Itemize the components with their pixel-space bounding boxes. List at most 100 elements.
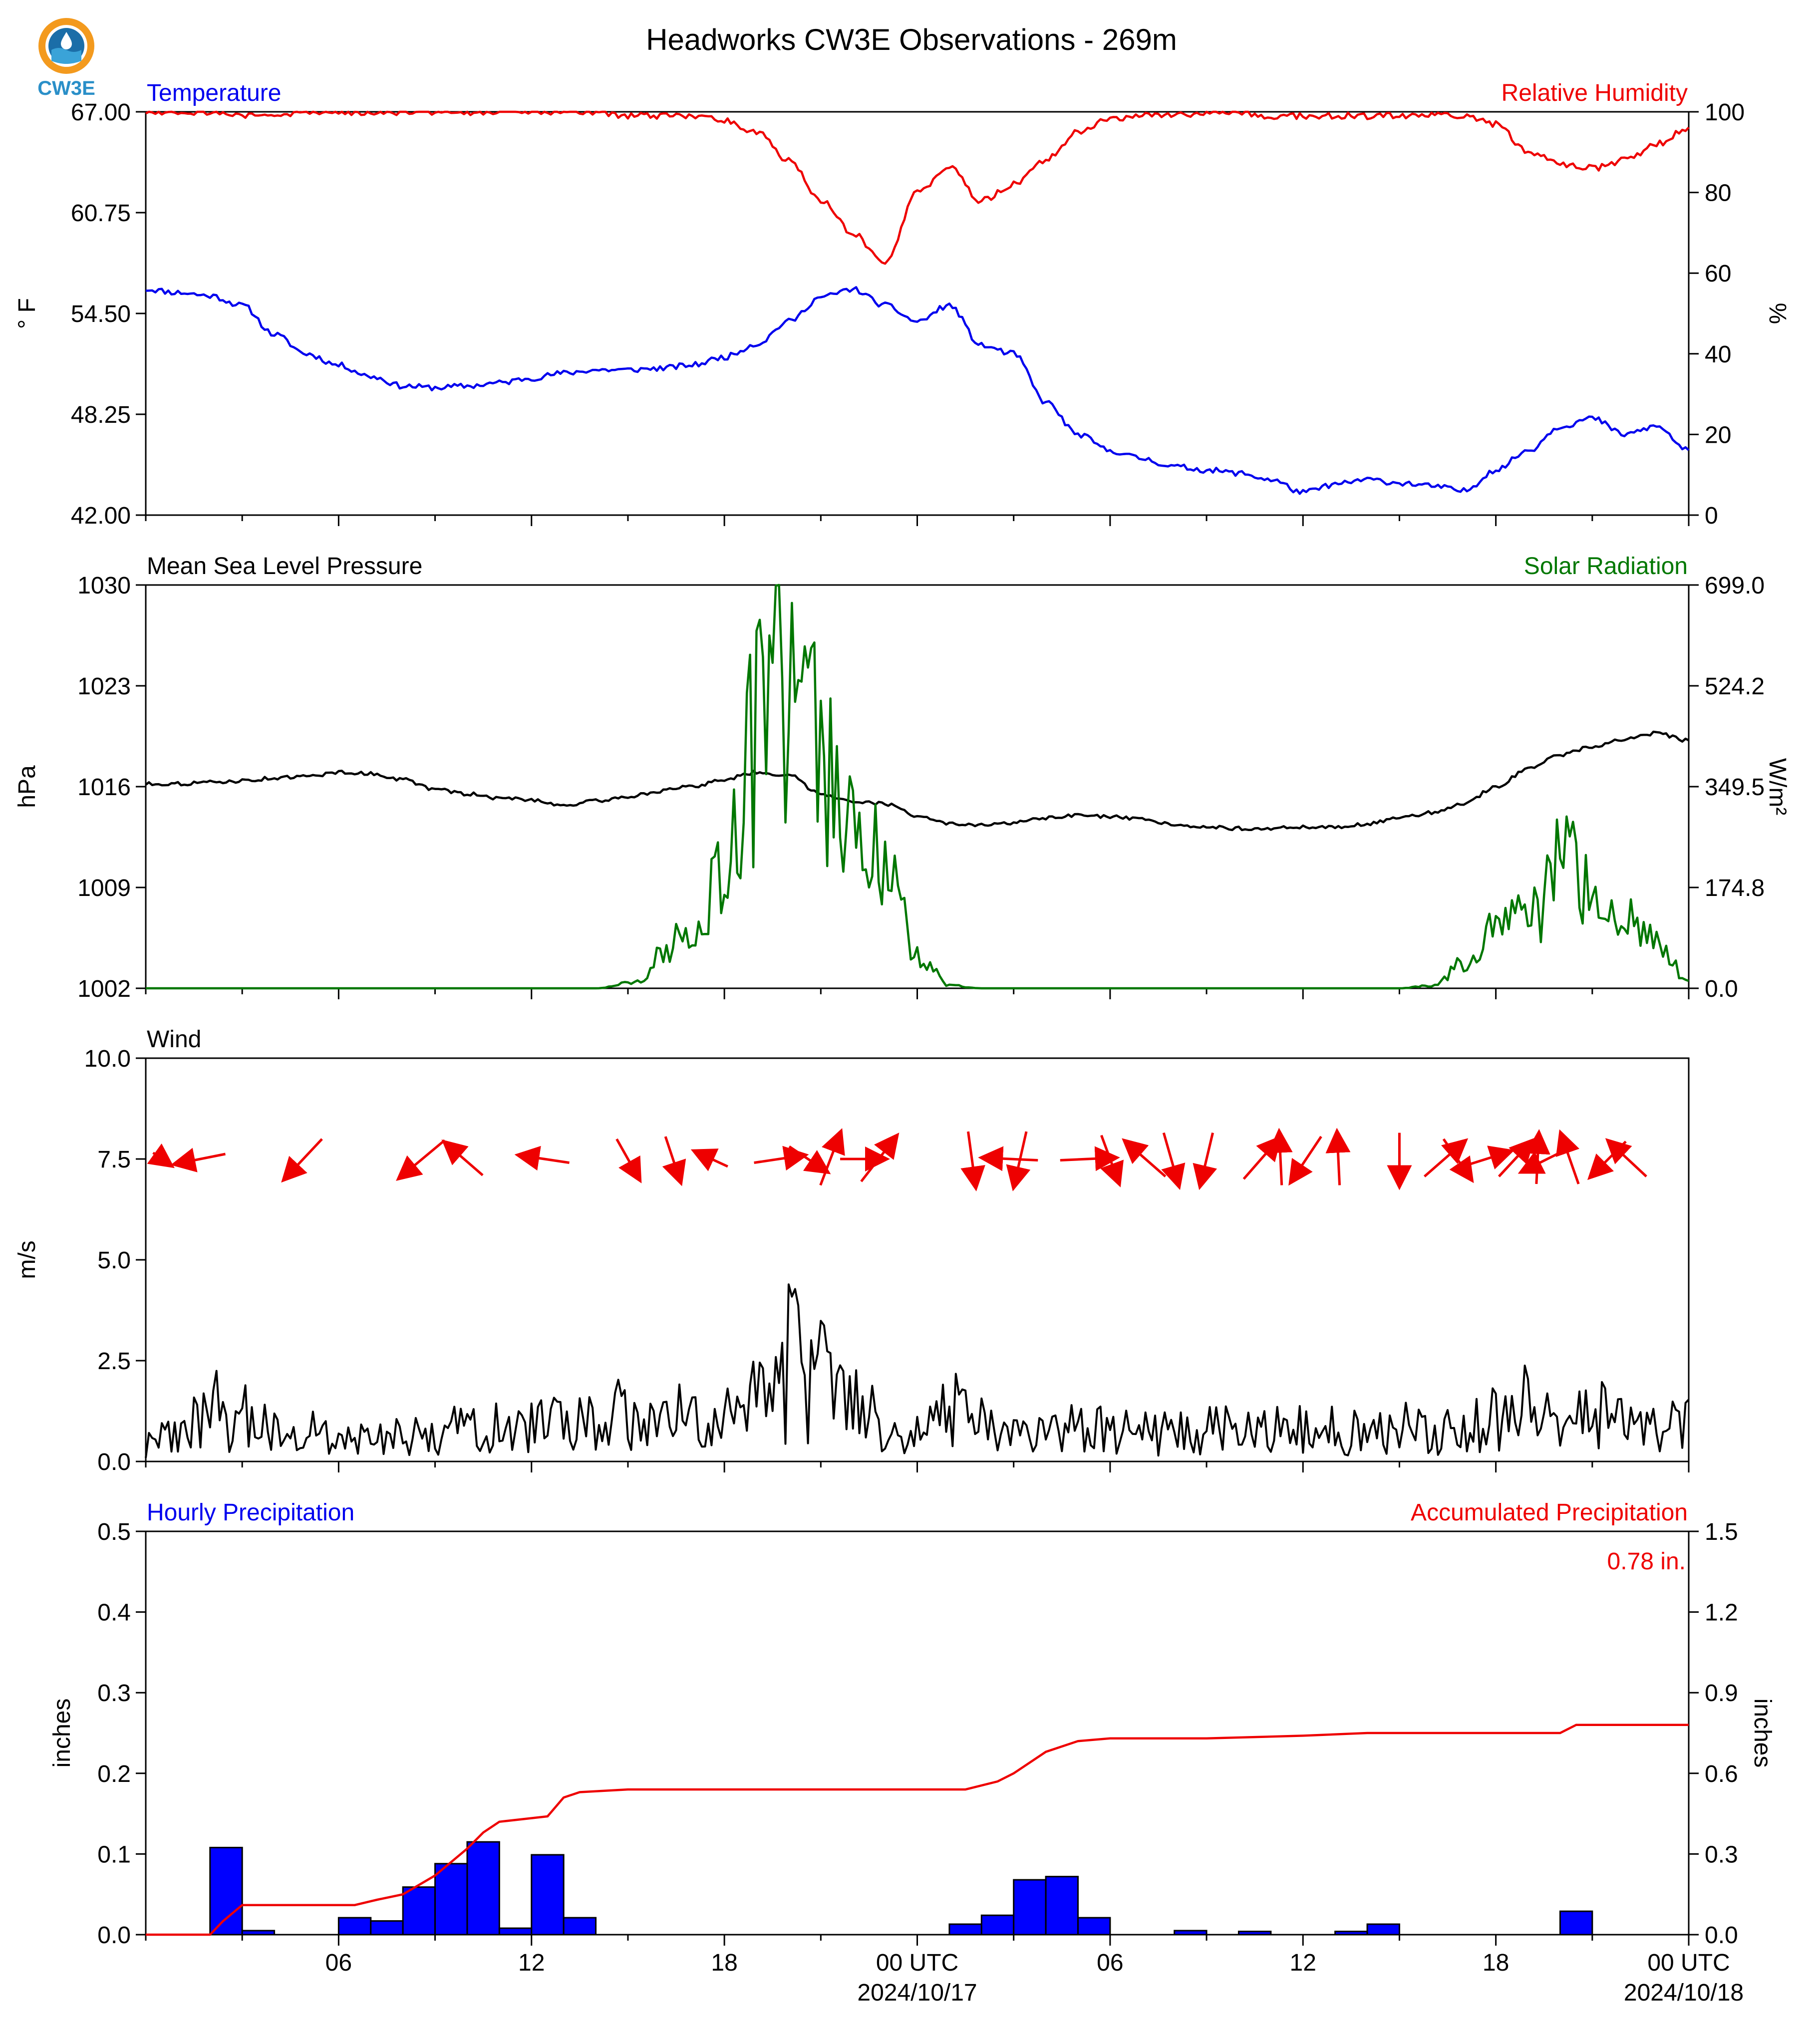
cw3e-logo: CW3E <box>37 18 95 99</box>
panel-right-label: Accumulated Precipitation <box>1411 1499 1688 1526</box>
y-tick-label-right: 174.8 <box>1705 875 1765 901</box>
y-tick-label-right: 100 <box>1705 99 1745 126</box>
y-axis-title-left: ° F <box>14 298 40 329</box>
y-tick-label-right: 40 <box>1705 341 1731 368</box>
precip-bar <box>531 1854 565 1936</box>
panel-2: 1002 1009 1016 1023 1030 0.0 174.8 349.5 524.2 69… <box>14 553 1791 1002</box>
wind-vector <box>1267 1128 1293 1185</box>
wind-vector <box>819 1128 845 1186</box>
y-tick-label-right: 60 <box>1705 261 1731 287</box>
wind-vector <box>1525 1129 1550 1184</box>
y-tick-label-right: 1.5 <box>1705 1519 1738 1545</box>
wind-vector <box>1498 1138 1535 1177</box>
y-tick-label-left: 0.0 <box>97 1922 131 1949</box>
y-tick-label-left: 0.0 <box>97 1449 131 1475</box>
wind-vector <box>1122 1138 1167 1177</box>
wind-vector <box>1605 1138 1647 1177</box>
wind-vector <box>1423 1138 1469 1177</box>
x-tick-label: 12 <box>518 1950 545 1976</box>
y-tick-label-right: 1.2 <box>1705 1600 1738 1626</box>
y-axis-title-left: hPa <box>14 765 40 808</box>
plot-frame <box>145 584 1690 989</box>
water-drop-icon <box>61 32 72 49</box>
accumulated-total-label: 0.78 in. <box>1607 1548 1686 1575</box>
precip-bar <box>1045 1876 1079 1936</box>
y-axis-title-right: % <box>1764 303 1791 324</box>
wind-vector <box>960 1131 985 1191</box>
series-line-wind-speed <box>145 1283 1690 1458</box>
y-tick-label-right: 0.0 <box>1705 976 1738 1002</box>
y-tick-label-left: 1030 <box>77 573 131 599</box>
precip-bar <box>980 1914 1015 1936</box>
wind-vector <box>170 1148 226 1172</box>
precip-bar <box>498 1927 533 1936</box>
y-tick-label-left: 0.3 <box>97 1680 131 1707</box>
wind-vector <box>1462 1146 1515 1169</box>
x-tick-label: 00 UTC <box>1647 1950 1730 1976</box>
precip-bar <box>1174 1930 1208 1936</box>
y-tick-label-right: 0.6 <box>1705 1761 1738 1787</box>
y-tick-label-right: 0.3 <box>1705 1841 1738 1868</box>
precip-bar <box>370 1920 404 1936</box>
y-tick-label-left: 1023 <box>77 673 131 700</box>
y-tick-label-left: 60.75 <box>71 200 131 227</box>
y-tick-label-left: 0.1 <box>97 1841 131 1868</box>
x-date-label: 2024/10/18 <box>1624 1980 1744 2006</box>
y-tick-label-left: 1002 <box>77 976 131 1002</box>
precip-bar <box>1237 1931 1272 1936</box>
y-axis-title-right: inches <box>1749 1699 1776 1768</box>
y-tick-label-right: 349.5 <box>1705 774 1765 801</box>
panel-4: 0.0 0.1 0.2 0.3 0.4 0.5 0.0 0.3 0.6 0.9 1.2 1.5 Hour… <box>49 1499 1776 1949</box>
x-tick-label: 06 <box>1097 1950 1123 1976</box>
precip-bar <box>1334 1931 1368 1936</box>
y-tick-label-right: 0 <box>1705 503 1718 529</box>
wind-vector <box>1555 1129 1580 1184</box>
series-line-relative-humidity <box>145 110 1690 265</box>
wind-vector <box>754 1146 809 1171</box>
wind-vector <box>441 1139 484 1176</box>
y-tick-label-right: 20 <box>1705 422 1731 448</box>
precip-bar <box>1013 1879 1047 1936</box>
x-tick-label: 18 <box>711 1950 737 1976</box>
wind-vector <box>1060 1146 1120 1171</box>
plot-frame <box>145 1057 1690 1462</box>
chart-panels: 42.00 48.25 54.50 60.75 67.00 0 20 40 60 80 100 Tem… <box>14 80 1791 2006</box>
precip-bar <box>1077 1917 1111 1936</box>
precip-bar <box>1366 1923 1400 1936</box>
precip-bar <box>466 1841 500 1936</box>
wind-vector <box>1161 1132 1186 1190</box>
x-tick-label: 00 UTC <box>876 1950 958 1976</box>
wind-vector <box>662 1136 686 1186</box>
y-tick-label-left: 48.25 <box>71 402 131 428</box>
precip-bar <box>948 1923 982 1936</box>
y-tick-label-left: 10.0 <box>84 1046 131 1072</box>
y-axis-title-left: inches <box>49 1699 75 1768</box>
wind-vector <box>1587 1141 1627 1180</box>
y-tick-label-right: 524.2 <box>1705 673 1765 700</box>
series-line-solar-radiation <box>146 583 1689 990</box>
y-tick-label-left: 7.5 <box>97 1147 131 1173</box>
logo-text: CW3E <box>37 77 95 99</box>
y-tick-label-left: 2.5 <box>97 1348 131 1375</box>
y-axis-title-right: W/m² <box>1764 758 1791 816</box>
wind-vector <box>1006 1131 1031 1191</box>
x-tick-label: 18 <box>1483 1950 1509 1976</box>
y-tick-label-right: 0.0 <box>1705 1922 1738 1949</box>
precip-bar <box>1559 1910 1593 1936</box>
wind-vector <box>281 1138 323 1183</box>
wind-vector <box>1288 1136 1322 1186</box>
wind-vector <box>1517 1145 1573 1174</box>
chart-title: Headworks CW3E Observations - 269m <box>646 23 1177 56</box>
wind-vector <box>514 1146 570 1171</box>
y-tick-label-right: 0.9 <box>1705 1680 1738 1707</box>
x-tick-label: 12 <box>1290 1950 1316 1976</box>
y-tick-label-left: 42.00 <box>71 503 131 529</box>
x-date-label: 2024/10/17 <box>857 1980 977 2006</box>
plot-frame <box>145 111 1690 516</box>
wind-vector <box>1325 1128 1351 1185</box>
panel-left-label: Wind <box>147 1026 201 1053</box>
panel-right-label: Relative Humidity <box>1502 80 1688 106</box>
y-tick-label-left: 1016 <box>77 774 131 801</box>
y-tick-label-left: 0.2 <box>97 1761 131 1787</box>
